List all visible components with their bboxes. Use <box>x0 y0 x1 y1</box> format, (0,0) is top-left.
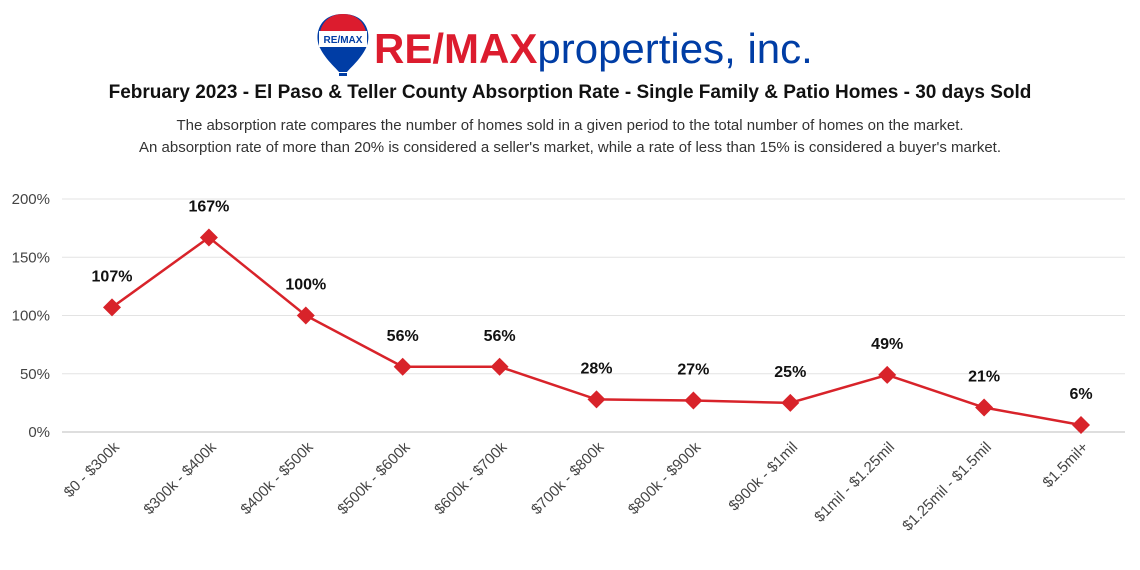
data-point <box>393 357 412 376</box>
data-label: 21% <box>968 369 1000 386</box>
x-tick-label: $700k - $800k <box>528 438 608 518</box>
x-tick-label: $1mil - $1.25mil <box>811 439 898 526</box>
x-tick-label: $1.5mil+ <box>1039 439 1092 492</box>
data-point <box>103 298 121 317</box>
data-point <box>684 391 703 410</box>
x-tick-label: $300k - $400k <box>140 438 220 518</box>
balloon-text: RE/MAX <box>324 35 363 46</box>
chart-subtitle-line-2: An absorption rate of more than 20% is c… <box>139 139 1001 156</box>
data-label: 107% <box>92 268 133 285</box>
brand-blue: properties, inc. <box>537 25 812 72</box>
remax-logo: RE/MAX RE/MAXproperties, inc. <box>317 14 813 76</box>
chart-subtitle-line-1: The absorption rate compares the number … <box>176 117 964 134</box>
data-label: 6% <box>1069 386 1092 403</box>
y-tick-label: 200% <box>12 191 50 208</box>
x-tick-label: $600k - $700k <box>431 438 511 518</box>
data-label: 49% <box>871 336 903 353</box>
y-tick-label: 50% <box>20 366 50 383</box>
y-tick-label: 0% <box>28 424 50 441</box>
data-label: 27% <box>677 362 709 379</box>
x-tick-label: $0 - $300k <box>61 438 123 500</box>
data-point <box>878 365 897 384</box>
balloon-icon: RE/MAX <box>317 14 369 76</box>
data-label: 56% <box>387 328 419 345</box>
brand-name: RE/MAXproperties, inc. <box>374 25 813 72</box>
x-tick-label: $400k - $500k <box>237 438 317 518</box>
data-point <box>1072 416 1090 435</box>
data-label: 25% <box>774 364 806 381</box>
data-point <box>296 306 315 325</box>
data-point <box>587 390 606 409</box>
x-tick-label: $900k - $1mil <box>725 439 801 515</box>
data-point <box>199 228 218 247</box>
data-label: 56% <box>484 328 516 345</box>
data-point <box>490 357 509 376</box>
chart-title: February 2023 - El Paso & Teller County … <box>108 82 1032 103</box>
y-tick-label: 150% <box>12 249 50 266</box>
brand-red: RE/MAX <box>374 25 537 72</box>
x-tick-label: $500k - $600k <box>334 438 414 518</box>
data-label: 100% <box>285 277 326 294</box>
data-point <box>975 398 994 417</box>
y-tick-label: 100% <box>12 308 50 325</box>
x-tick-label: $800k - $900k <box>625 438 705 518</box>
x-tick-label: $1.25mil - $1.5mil <box>899 439 995 535</box>
data-label: 28% <box>580 360 612 377</box>
data-label: 167% <box>188 198 229 215</box>
data-point <box>781 393 800 412</box>
